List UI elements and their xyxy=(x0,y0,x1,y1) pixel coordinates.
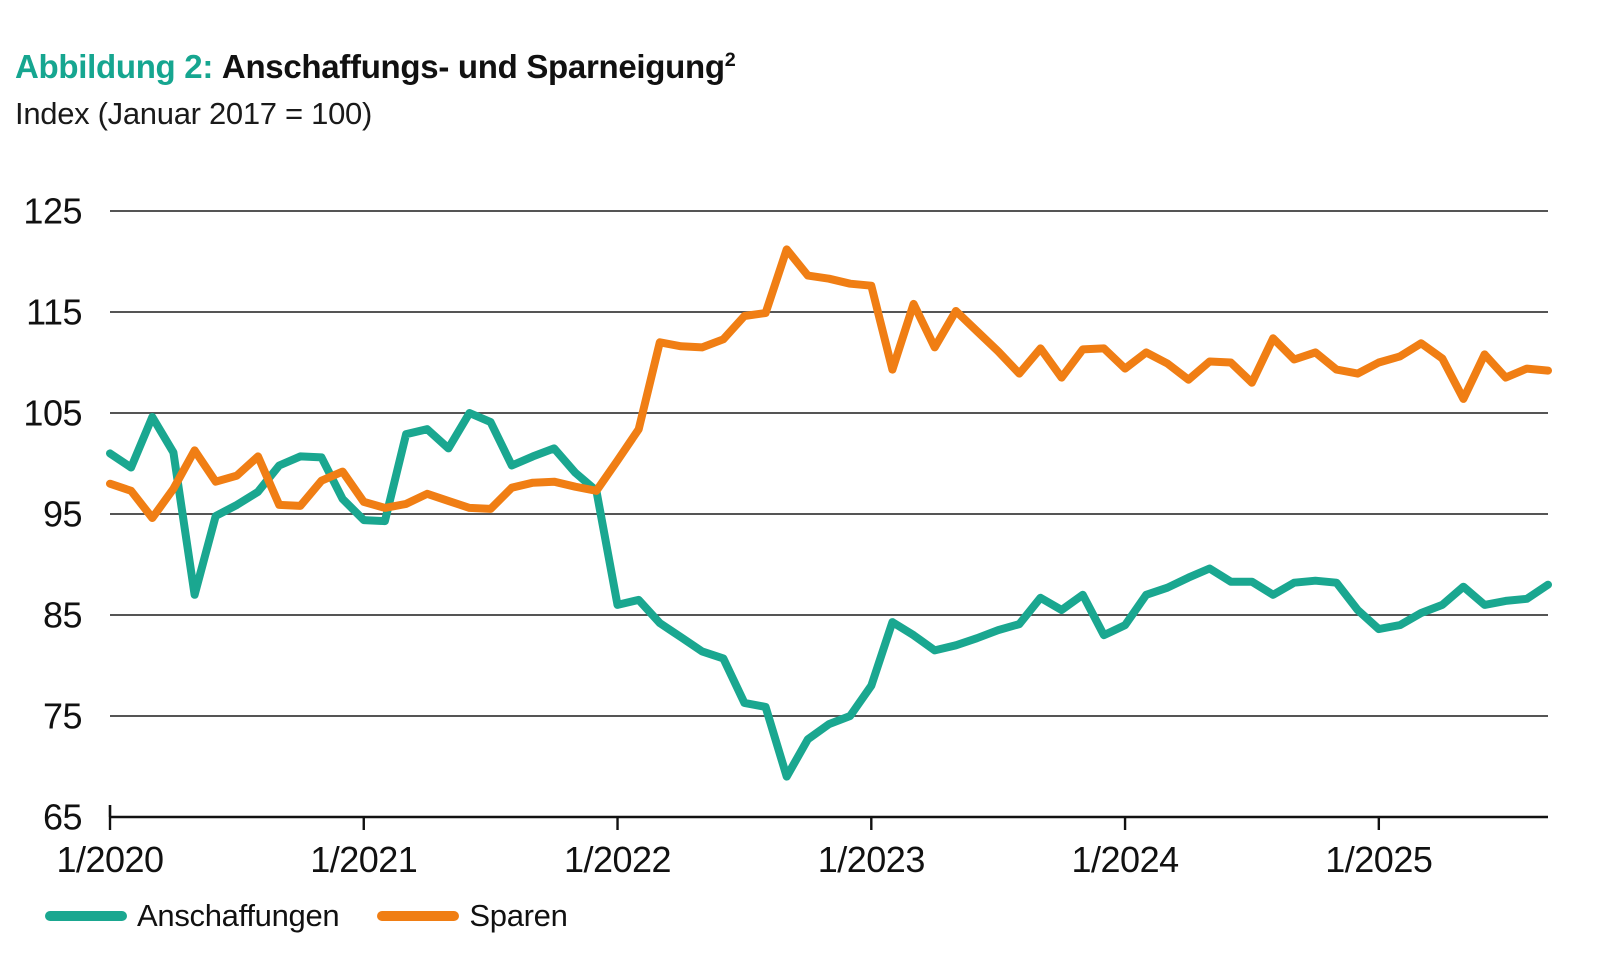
x-axis-label-1/2024: 1/2024 xyxy=(1072,839,1179,880)
y-axis-label-85: 85 xyxy=(43,595,82,636)
series-sparen-line xyxy=(106,245,1552,522)
legend-label-anschaffungen: Anschaffungen xyxy=(137,898,340,933)
x-axis-label-1/2021: 1/2021 xyxy=(310,839,417,880)
figure-label: Abbildung 2: xyxy=(15,48,214,85)
legend-item-anschaffungen: Anschaffungen xyxy=(45,898,340,934)
legend-item-sparen: Sparen xyxy=(377,898,568,934)
x-axis-label-1/2022: 1/2022 xyxy=(564,839,671,880)
y-axis-label-95: 95 xyxy=(43,494,82,535)
chart-subtitle: Index (Januar 2017 = 100) xyxy=(15,96,373,131)
chart-header: Abbildung 2: Anschaffungs- und Sparneigu… xyxy=(15,48,736,132)
sparen-line-swatch xyxy=(377,911,460,921)
chart-title-text: Anschaffungs- und Sparneigung xyxy=(221,48,725,85)
x-axis-label-1/2020: 1/2020 xyxy=(56,839,163,880)
title-footnote-marker: 2 xyxy=(724,49,736,71)
y-axis-label-65: 65 xyxy=(43,797,82,838)
legend: Anschaffungen Sparen xyxy=(45,898,568,934)
legend-label-sparen: Sparen xyxy=(469,898,568,933)
x-axis-label-1/2025: 1/2025 xyxy=(1325,839,1432,880)
chart-title: Abbildung 2: Anschaffungs- und Sparneigu… xyxy=(15,48,736,86)
x-axis-label-1/2023: 1/2023 xyxy=(818,839,925,880)
y-axis-label-115: 115 xyxy=(26,292,82,333)
anschaffungen-line-swatch xyxy=(45,911,127,921)
y-axis-label-105: 105 xyxy=(23,393,82,434)
y-axis-label-75: 75 xyxy=(43,696,82,737)
series-anschaffungen-line xyxy=(106,409,1552,781)
y-axis-label-125: 125 xyxy=(23,191,82,232)
